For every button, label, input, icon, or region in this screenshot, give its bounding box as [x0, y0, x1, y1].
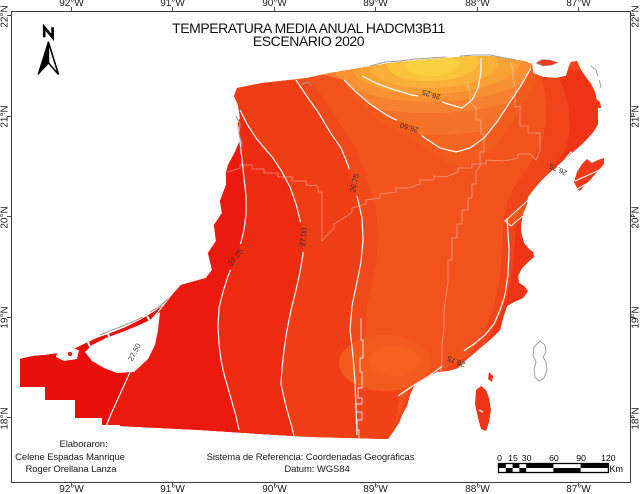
svg-text:120: 120: [601, 453, 616, 463]
svg-text:0: 0: [497, 453, 502, 463]
svg-text:26.75: 26.75: [348, 173, 361, 193]
svg-text:27.00: 27.00: [298, 227, 309, 246]
svg-text:Km: Km: [610, 464, 624, 474]
svg-text:90: 90: [576, 453, 586, 463]
svg-text:60: 60: [549, 453, 559, 463]
svg-text:15: 15: [508, 453, 518, 463]
svg-text:30: 30: [522, 453, 532, 463]
